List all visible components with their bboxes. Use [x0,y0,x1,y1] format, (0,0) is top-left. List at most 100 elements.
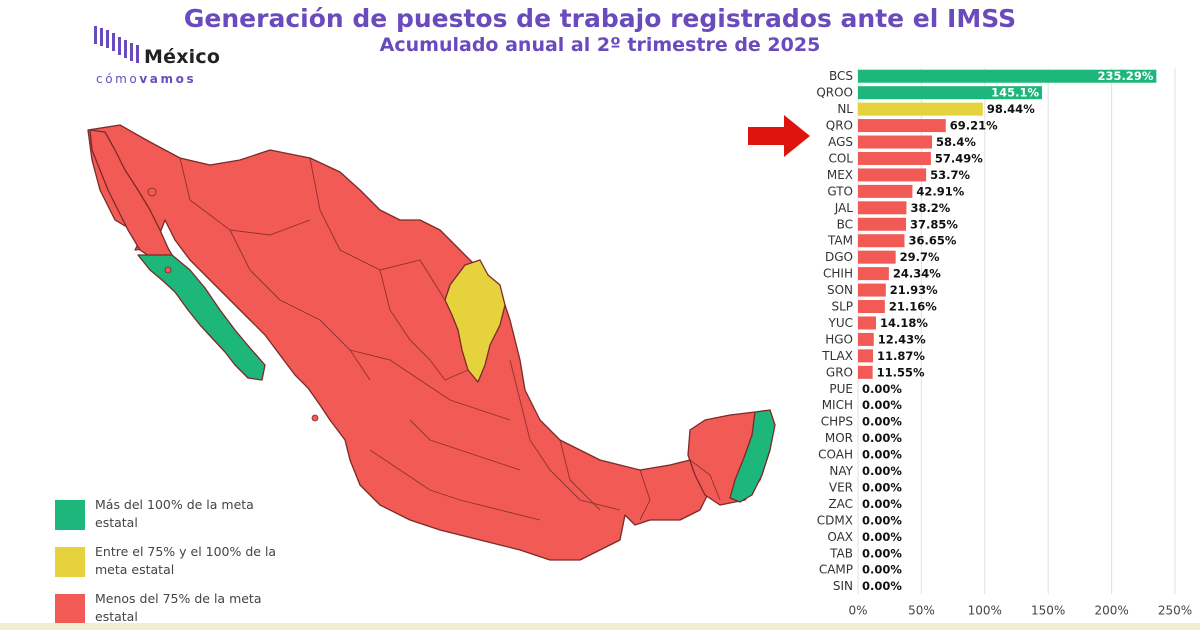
category-label: SLP [831,300,853,314]
logo-tagline: cómovamos [96,72,197,86]
map-legend: Más del 100% de la meta estatal Entre el… [55,496,295,637]
red-arrow-icon [748,115,810,157]
data-label: 0.00% [862,398,902,412]
map-qroo [729,409,776,503]
category-label: COL [828,151,853,165]
x-tick-label: 250% [1158,603,1192,617]
category-label: BCS [829,69,853,83]
mexico-como-vamos-logo: México cómovamos [92,24,232,86]
bar [858,217,906,231]
category-label: MICH [822,398,853,412]
bar [858,300,885,314]
category-label: DGO [825,250,853,264]
data-label: 235.29% [1097,69,1153,83]
data-label: 0.00% [862,579,902,593]
legend-swatch-green [55,500,85,530]
chart-subtitle: Acumulado anual al 2º trimestre de 2025 [379,34,821,56]
category-label: AGS [828,135,853,149]
category-label: NL [837,102,853,116]
map-mainland [87,124,731,561]
bar [858,201,907,215]
data-label: 0.00% [862,480,902,494]
category-label: VER [829,480,853,494]
category-label: ZAC [828,497,853,511]
data-label: 98.44% [987,102,1035,116]
legend-label: Entre el 75% y el 100% de la meta estata… [95,544,277,577]
category-label: JAL [834,201,854,215]
legend-label: Más del 100% de la meta estatal [95,497,254,530]
data-label: 29.7% [900,250,940,264]
category-label: TLAX [821,349,853,363]
bar [858,234,905,248]
map-bcs [137,254,266,381]
data-label: 0.00% [862,546,902,560]
bar-chart: BCS 235.29% QROO 145.1% NL 98.44% QRO 69.21% AGS… [816,68,1192,617]
category-label: HGO [825,332,853,346]
category-label: PUE [829,382,853,396]
category-label: YUC [828,316,854,330]
x-tick-label: 200% [1094,603,1128,617]
x-tick-label: 100% [968,603,1002,617]
bar [858,349,874,363]
bar [858,283,886,297]
bar [858,250,896,264]
category-label: SON [827,283,853,297]
bar [858,168,927,182]
data-label: 42.91% [916,184,964,198]
category-label: MEX [827,168,853,182]
data-label: 21.93% [890,283,938,297]
data-label: 0.00% [862,415,902,429]
data-label: 0.00% [862,497,902,511]
bar [858,86,1042,100]
category-label: QRO [826,119,853,133]
bar [858,184,913,198]
data-label: 37.85% [910,217,958,231]
category-label: QROO [816,86,853,100]
data-label: 24.34% [893,267,941,281]
bar [858,267,889,281]
legend-item-over-100: Más del 100% de la meta estatal [55,496,295,536]
category-label: OAX [827,530,853,544]
state-borders [179,157,721,521]
bar [858,69,1157,83]
category-label: COAH [818,448,853,462]
bar [858,119,946,133]
bar [858,102,983,116]
bar [858,151,931,165]
data-label: 14.18% [880,316,928,330]
data-label: 0.00% [862,382,902,396]
category-label: GTO [827,184,853,198]
legend-item-75-100: Entre el 75% y el 100% de la meta estata… [55,543,295,583]
data-label: 0.00% [862,563,902,577]
chart-title: Generación de puestos de trabajo registr… [183,4,1017,33]
data-label: 0.00% [862,464,902,478]
x-tick-label: 0% [848,603,867,617]
data-label: 12.43% [878,332,926,346]
bottom-band [0,623,1200,630]
legend-swatch-yellow [55,547,85,577]
legend-label: Menos del 75% de la meta estatal [95,591,262,624]
category-label: TAB [829,546,853,560]
islands [147,187,319,422]
mexico-map [87,124,776,561]
data-label: 0.00% [862,513,902,527]
data-label: 57.49% [935,151,983,165]
map-nl [444,259,506,383]
bar [858,135,933,149]
category-label: BC [837,217,853,231]
data-label: 58.4% [936,135,976,149]
data-label: 36.65% [908,234,956,248]
data-label: 0.00% [862,448,902,462]
category-label: CHIH [823,267,853,281]
data-label: 0.00% [862,530,902,544]
category-label: CDMX [817,513,853,527]
category-label: CHPS [821,415,853,429]
bar [858,316,876,330]
data-label: 0.00% [862,431,902,445]
legend-swatch-red [55,594,85,624]
logo-bars-icon [94,26,139,63]
legend-item-under-75: Menos del 75% de la meta estatal [55,590,295,630]
category-label: MOR [825,431,853,445]
category-label: SIN [833,579,853,593]
category-label: TAM [827,234,853,248]
